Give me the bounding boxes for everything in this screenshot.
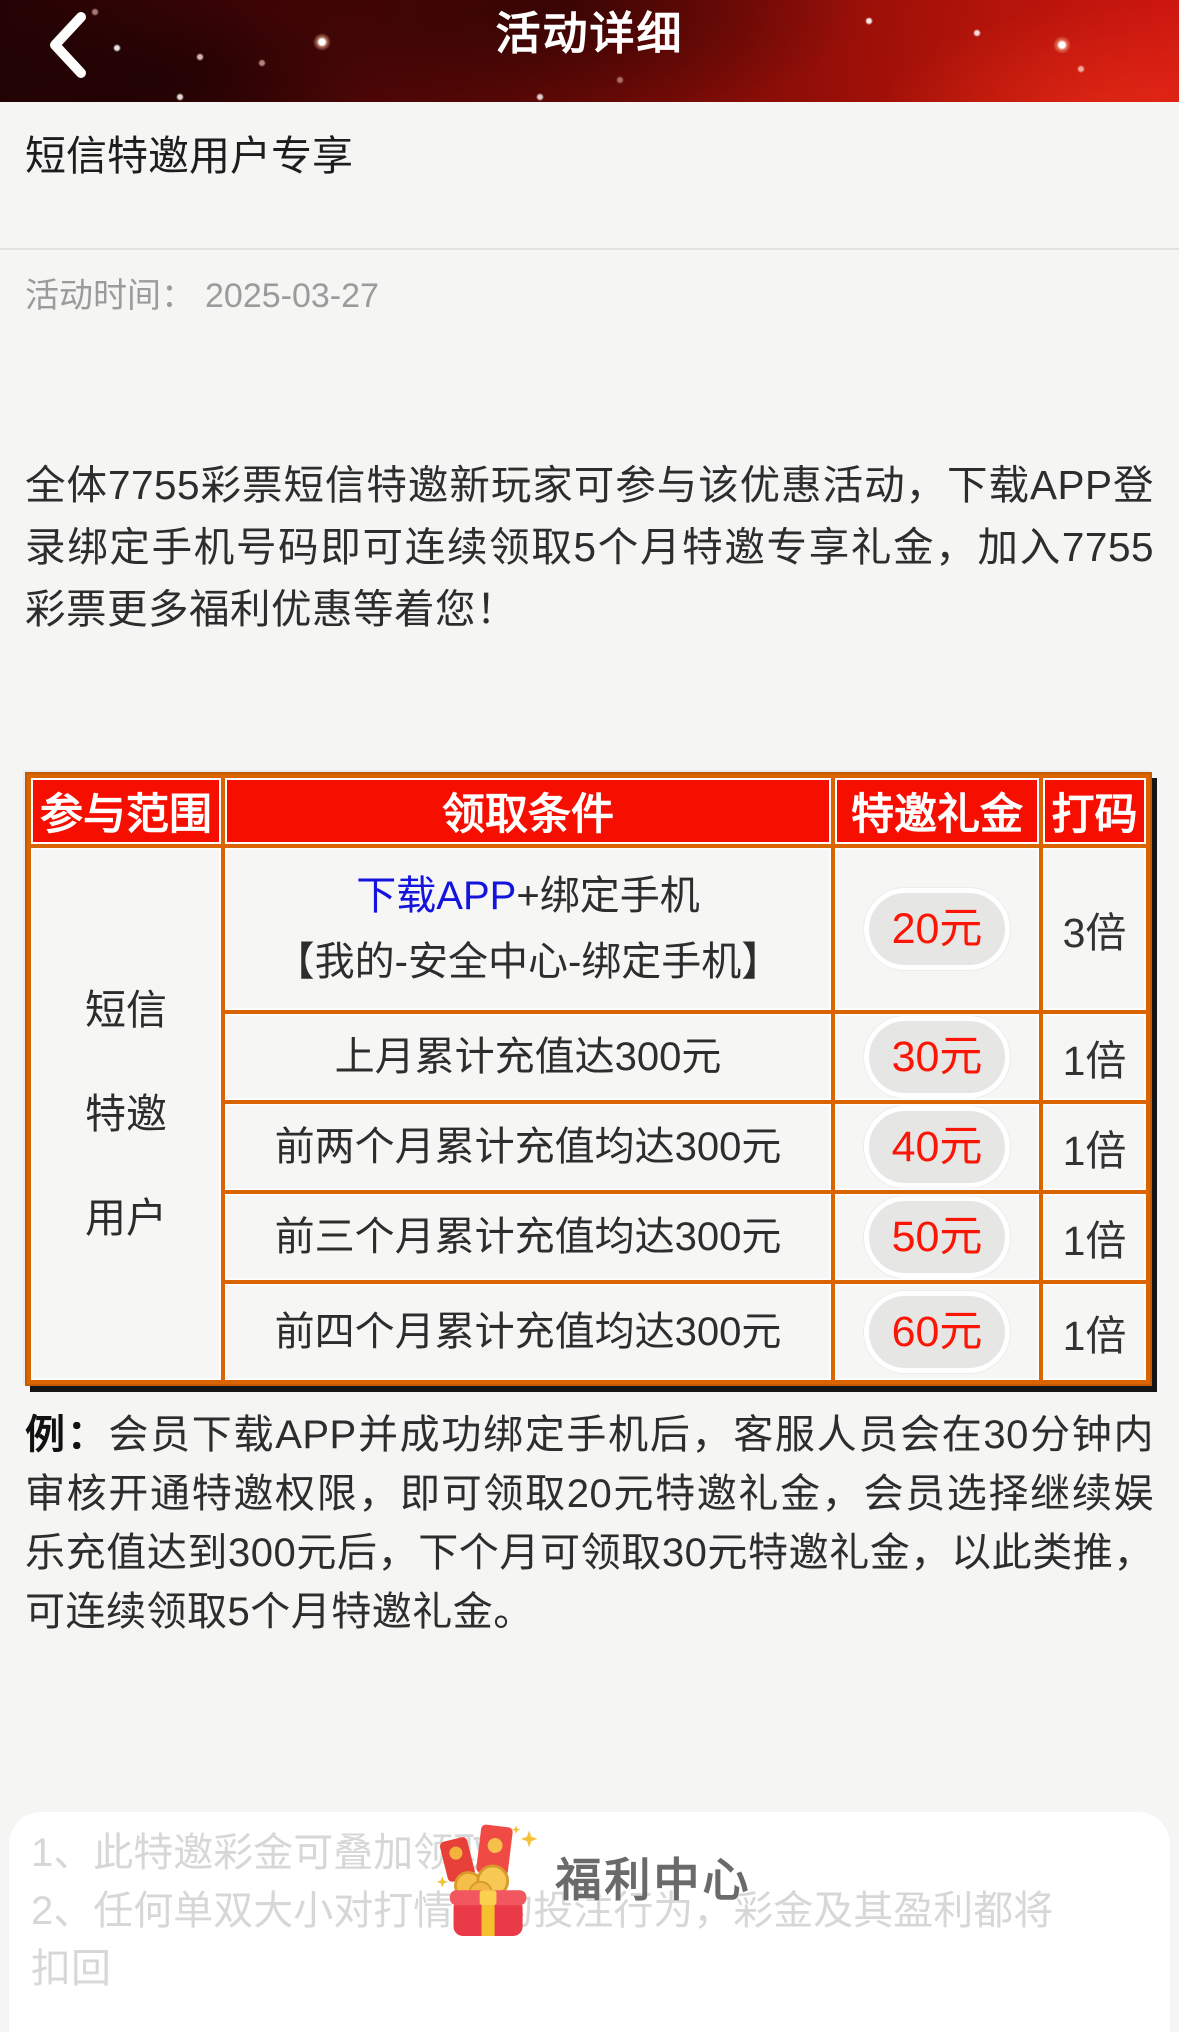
activity-title: 短信特邀用户专享 <box>25 133 353 179</box>
scope-cell: 短信 特邀 用户 <box>31 848 221 1380</box>
bonus-pill: 40元 <box>864 1106 1010 1188</box>
bonus-cell: 50元 <box>835 1194 1039 1280</box>
welfare-center-button[interactable]: 福利中心 <box>428 1824 752 1936</box>
rule-item: 1、此特邀彩金可叠加领取 <box>31 1831 494 1875</box>
condition-cell: 上月累计充值达300元 <box>225 1014 831 1100</box>
back-button[interactable] <box>28 0 108 92</box>
page-title: 活动详细 <box>495 8 684 59</box>
bonus-cell: 40元 <box>835 1104 1039 1190</box>
condition-cell: 前两个月累计充值均达300元 <box>225 1104 831 1190</box>
wager-cell: 1倍 <box>1043 1014 1146 1100</box>
col-header-bonus: 特邀礼金 <box>835 778 1039 844</box>
condition-note: 【我的-安全中心-绑定手机】 <box>274 940 782 984</box>
table-row: 前四个月累计充值均达300元 60元 1倍 <box>31 1284 1146 1380</box>
bonus-cell: 30元 <box>835 1014 1039 1100</box>
wager-cell: 3倍 <box>1043 848 1146 1010</box>
table-row: 短信 特邀 用户 下载APP+绑定手机 【我的-安全中心-绑定手机】 20元 3… <box>31 848 1146 1380</box>
bonus-cell: 20元 <box>835 848 1039 1010</box>
condition-cell: 前四个月累计充值均达300元 <box>225 1284 831 1380</box>
table-row: 上月累计充值达300元 30元 1倍 <box>31 1014 1146 1100</box>
bonus-pill: 50元 <box>864 1196 1010 1278</box>
activity-time-value: 2025-03-27 <box>205 277 379 315</box>
example-label: 例： <box>25 1413 109 1457</box>
table-header-row: 参与范围 领取条件 特邀礼金 打码 <box>31 778 1146 844</box>
table-row: 前两个月累计充值均达300元 40元 1倍 <box>31 1104 1146 1190</box>
activity-intro: 全体7755彩票短信特邀新玩家可参与该优惠活动，下载APP登录绑定手机号码即可连… <box>25 462 1154 632</box>
download-app-link[interactable]: 下载APP <box>356 874 517 918</box>
activity-time: 活动时间： 2025-03-27 <box>25 276 1154 316</box>
rule-item: 2、任何单双大小对打情况的投注行为，彩金及其盈利都将 <box>31 1889 1054 1933</box>
wager-cell: 1倍 <box>1043 1194 1146 1280</box>
chevron-left-icon <box>50 11 86 78</box>
col-header-scope: 参与范围 <box>31 778 221 844</box>
bonus-pill: 30元 <box>864 1016 1010 1098</box>
divider <box>0 248 1179 250</box>
content: 短信特邀用户专享 活动时间： 2025-03-27 全体7755彩票短信特邀新玩家… <box>0 132 1179 1642</box>
condition-cell: 下载APP+绑定手机 【我的-安全中心-绑定手机】 <box>225 848 831 1010</box>
condition-cell: 前三个月累计充值均达300元 <box>225 1194 831 1280</box>
wager-cell: 1倍 <box>1043 1284 1146 1380</box>
example-paragraph: 例：会员下载APP并成功绑定手机后，客服人员会在30分钟内审核开通特邀权限，即可… <box>25 1406 1154 1642</box>
bonus-pill: 60元 <box>864 1291 1010 1373</box>
wager-cell: 1倍 <box>1043 1104 1146 1190</box>
table-row: 前三个月累计充值均达300元 50元 1倍 <box>31 1194 1146 1280</box>
bonus-cell: 60元 <box>835 1284 1039 1380</box>
app-header: 活动详细 <box>0 0 1179 102</box>
rule-item: 扣回 <box>31 1947 111 1991</box>
welfare-center-label: 福利中心 <box>555 1854 752 1906</box>
col-header-condition: 领取条件 <box>225 778 831 844</box>
gift-box-icon <box>436 1824 538 1936</box>
bonus-pill: 20元 <box>864 888 1010 970</box>
activity-time-label: 活动时间： <box>25 277 195 315</box>
col-header-wager: 打码 <box>1043 778 1146 844</box>
example-text: 会员下载APP并成功绑定手机后，客服人员会在30分钟内审核开通特邀权限，即可领取… <box>25 1413 1155 1634</box>
promo-table: 参与范围 领取条件 特邀礼金 打码 短信 特邀 用户 下载APP+绑定手机 【我… <box>25 772 1152 1386</box>
